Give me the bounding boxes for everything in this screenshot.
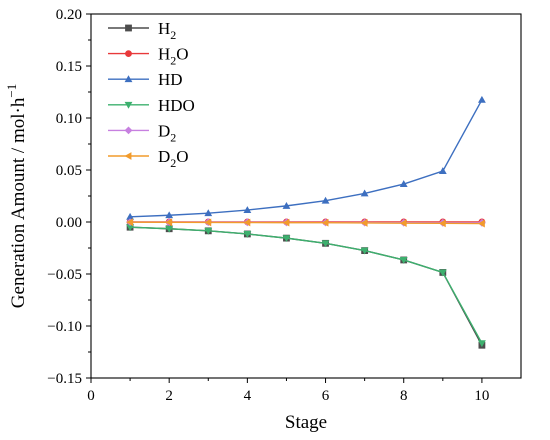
legend-label: D2 — [158, 121, 176, 144]
plot-frame — [90, 13, 522, 379]
data-point-d2o — [126, 218, 134, 227]
legend: H2 H2O HD HDO D2 D2O — [108, 19, 195, 170]
data-point-d2o — [321, 218, 329, 227]
data-point-hdo — [321, 240, 330, 248]
legend-label: H2O — [158, 45, 189, 68]
data-point-hd — [399, 180, 408, 187]
data-point-d2o — [243, 218, 251, 227]
x-tick-label: 0 — [87, 388, 95, 404]
y-tick-label: −0.05 — [47, 267, 82, 283]
series-line-hd — [130, 99, 483, 218]
data-point-d2o — [360, 219, 368, 227]
series-line-hdo — [130, 226, 483, 344]
data-point-hd — [477, 95, 486, 103]
legend-label: HD — [158, 70, 183, 89]
legend-entry-h2: H2 — [108, 19, 176, 42]
data-point-hdo — [360, 247, 369, 255]
y-tick-label: −0.15 — [47, 371, 82, 387]
data-point-d2o — [204, 218, 212, 227]
y-axis-title-sup: −1 — [4, 84, 19, 98]
data-point-hdo — [165, 225, 174, 233]
legend-marker — [124, 126, 133, 135]
x-tick-label: 4 — [244, 388, 252, 404]
legend-marker — [124, 152, 132, 160]
legend-entry-d2o: D2O — [108, 147, 189, 170]
data-point-hdo — [282, 235, 291, 243]
data-point-hd — [204, 209, 213, 217]
y-axis-title: Generation Amount / mol·h−1 — [4, 84, 29, 308]
data-point-d2o — [282, 218, 290, 227]
data-point-hdo — [204, 227, 213, 235]
x-tick-label: 2 — [165, 388, 173, 404]
x-tick-label: 6 — [322, 388, 330, 404]
data-point-hd — [282, 201, 291, 209]
data-point-hd — [360, 189, 369, 197]
legend-label: H2 — [158, 19, 176, 42]
data-point-hd — [321, 196, 330, 204]
axes: 0 2 4 6 8 10 −0.15 −0.10 −0.05 0.00 0.05 0.10 0.15 0.… — [47, 7, 522, 404]
series-line-h2 — [130, 226, 483, 346]
legend-marker — [125, 24, 132, 32]
data-point-d2o — [438, 219, 446, 228]
y-tick-label: 0.10 — [56, 111, 82, 127]
data-point-hd — [165, 211, 174, 219]
series-line-d2o — [130, 221, 482, 225]
data-point-hd — [126, 212, 135, 220]
x-tick-label: 8 — [400, 388, 408, 404]
legend-marker — [125, 50, 132, 57]
legend-entry-h2o: H2O — [108, 45, 189, 68]
data-point-hdo — [243, 231, 252, 238]
data-point-hdo — [477, 340, 486, 348]
y-tick-label: 0.05 — [56, 163, 82, 179]
legend-entry-d2: D2 — [108, 121, 176, 144]
data-point-hdo — [126, 224, 135, 232]
x-tick-label: 10 — [474, 388, 489, 404]
y-axis-title-main: Generation Amount / mol·h — [8, 97, 29, 308]
data-point-hd — [243, 206, 252, 213]
legend-entry-hd: HD — [108, 70, 183, 89]
y-tick-label: −0.10 — [47, 319, 82, 335]
legend-marker — [124, 101, 133, 109]
legend-marker — [124, 75, 133, 83]
legend-entry-hdo: HDO — [108, 96, 195, 115]
data-point-d2o — [399, 219, 407, 228]
legend-label: HDO — [158, 96, 195, 115]
y-tick-label: 0.20 — [56, 7, 82, 23]
y-tick-label: 0.00 — [56, 215, 82, 231]
x-axis-title: Stage — [285, 412, 327, 433]
data-point-hd — [438, 167, 447, 174]
data-point-hdo — [399, 257, 408, 264]
data-point-d2o — [165, 218, 173, 227]
legend-label: D2O — [158, 147, 189, 170]
data-point-d2o — [477, 219, 485, 228]
y-tick-label: 0.15 — [56, 59, 82, 75]
plot-area — [126, 95, 486, 349]
data-point-hdo — [438, 269, 447, 277]
